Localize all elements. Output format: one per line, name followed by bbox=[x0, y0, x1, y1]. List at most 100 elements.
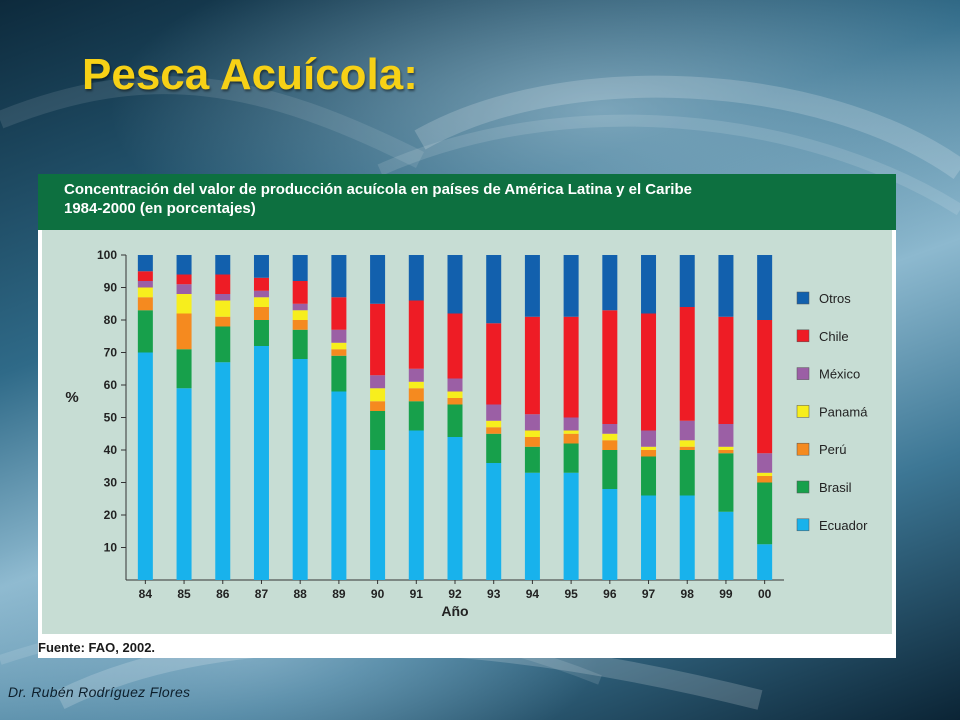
bar-segment-otros-93 bbox=[486, 255, 502, 324]
bar-segment-brasil-97 bbox=[641, 456, 657, 496]
bar-segment-chile-92 bbox=[447, 313, 463, 379]
bar-segment-chile-97 bbox=[641, 313, 657, 431]
x-tick-label: 84 bbox=[139, 587, 153, 601]
bar-segment-otros-87 bbox=[253, 255, 269, 278]
bar-segment-ecuador-92 bbox=[447, 437, 463, 580]
bar-segment-mexico-99 bbox=[718, 424, 734, 447]
stacked-bar-chart: 10 20 30 40 50 60 70 80 90 100% 84 85 86 87 88 89 90 91 92… bbox=[65, 248, 868, 619]
bar-segment-otros-96 bbox=[602, 255, 618, 311]
x-tick-label: 93 bbox=[487, 587, 501, 601]
legend-swatch bbox=[796, 480, 810, 494]
x-axis-label: Año bbox=[441, 603, 468, 619]
bar-segment-panama-88 bbox=[292, 310, 308, 320]
bar-segment-brasil-96 bbox=[602, 450, 618, 489]
bar-segment-ecuador-97 bbox=[641, 495, 657, 580]
bar-segment-peru-00 bbox=[757, 476, 773, 483]
bar-segment-mexico-95 bbox=[563, 417, 579, 431]
bar-segment-panama-95 bbox=[563, 430, 579, 434]
bar-segment-mexico-98 bbox=[679, 420, 695, 441]
y-tick-label: 30 bbox=[104, 476, 118, 490]
bar-segment-otros-85 bbox=[176, 255, 192, 275]
x-tick-label: 88 bbox=[293, 587, 307, 601]
y-tick-label: 40 bbox=[104, 443, 118, 457]
bar-segment-mexico-87 bbox=[253, 290, 269, 298]
bar-segment-mexico-96 bbox=[602, 424, 618, 434]
y-tick-label: 50 bbox=[104, 411, 118, 425]
bar-segment-chile-88 bbox=[292, 281, 308, 304]
bar-segment-otros-88 bbox=[292, 255, 308, 281]
y-tick-label: 90 bbox=[104, 281, 118, 295]
bar-segment-panama-99 bbox=[718, 446, 734, 450]
bar-segment-chile-99 bbox=[718, 316, 734, 424]
bar-segment-peru-85 bbox=[176, 313, 192, 350]
chart-title-line-1: Concentración del valor de producción ac… bbox=[64, 181, 692, 198]
bar-segment-panama-87 bbox=[253, 297, 269, 307]
bar-segment-otros-90 bbox=[370, 255, 386, 304]
bar-segment-ecuador-95 bbox=[563, 472, 579, 580]
bar-segment-panama-92 bbox=[447, 391, 463, 398]
slide-title: Pesca Acuícola: bbox=[82, 50, 418, 99]
bar-segment-otros-97 bbox=[641, 255, 657, 314]
bar-segment-otros-92 bbox=[447, 255, 463, 314]
bar-segment-otros-00 bbox=[757, 255, 773, 320]
x-tick-label: 98 bbox=[681, 587, 695, 601]
bar-segment-peru-89 bbox=[331, 349, 347, 356]
legend-label: Brasil bbox=[819, 480, 852, 495]
bar-segment-otros-86 bbox=[215, 255, 231, 275]
y-axis-label: % bbox=[65, 389, 78, 406]
bar-segment-peru-95 bbox=[563, 433, 579, 444]
x-tick-label: 85 bbox=[177, 587, 191, 601]
bar-segment-mexico-90 bbox=[370, 375, 386, 389]
bar-segment-peru-98 bbox=[679, 446, 695, 450]
bar-segment-chile-00 bbox=[757, 320, 773, 454]
chart-panel: Concentración del valor de producción ac… bbox=[38, 174, 896, 658]
bar-segment-brasil-99 bbox=[718, 453, 734, 512]
bar-segment-panama-90 bbox=[370, 388, 386, 402]
chart-area: 10 20 30 40 50 60 70 80 90 100% 84 85 86 87 88 89 90 91 92… bbox=[42, 230, 892, 634]
bar-segment-peru-91 bbox=[408, 388, 424, 402]
bar-segment-ecuador-00 bbox=[757, 544, 773, 580]
bar-segment-peru-87 bbox=[253, 307, 269, 320]
bar-segment-ecuador-91 bbox=[408, 430, 424, 580]
bar-segment-mexico-84 bbox=[137, 281, 153, 288]
bar-segment-mexico-91 bbox=[408, 368, 424, 382]
bar-segment-brasil-98 bbox=[679, 450, 695, 496]
bar-segment-mexico-89 bbox=[331, 329, 347, 343]
bar-segment-chile-91 bbox=[408, 300, 424, 369]
bar-segment-peru-84 bbox=[137, 297, 153, 311]
bar-segment-chile-94 bbox=[524, 316, 540, 415]
x-tick-label: 92 bbox=[448, 587, 462, 601]
bar-segment-ecuador-96 bbox=[602, 489, 618, 580]
y-tick-label: 100 bbox=[97, 248, 117, 262]
x-tick-label: 94 bbox=[526, 587, 540, 601]
x-tick-label: 97 bbox=[642, 587, 656, 601]
bar-segment-brasil-88 bbox=[292, 329, 308, 359]
x-tick-label: 86 bbox=[216, 587, 230, 601]
x-tick-label: 89 bbox=[332, 587, 346, 601]
bar-segment-mexico-88 bbox=[292, 303, 308, 311]
y-tick-label: 60 bbox=[104, 378, 118, 392]
bar-segment-chile-98 bbox=[679, 307, 695, 421]
x-tick-label: 87 bbox=[255, 587, 269, 601]
bar-segment-otros-95 bbox=[563, 255, 579, 317]
bar-segment-panama-94 bbox=[524, 430, 540, 437]
bar-segment-ecuador-99 bbox=[718, 511, 734, 580]
bar-segment-peru-96 bbox=[602, 440, 618, 450]
y-tick-label: 20 bbox=[104, 508, 118, 522]
bar-segment-peru-90 bbox=[370, 401, 386, 411]
bar-segment-peru-88 bbox=[292, 320, 308, 330]
legend-label: Chile bbox=[819, 329, 849, 344]
bar-segment-peru-93 bbox=[486, 427, 502, 434]
bar-segment-mexico-92 bbox=[447, 378, 463, 392]
bar-segment-panama-91 bbox=[408, 381, 424, 389]
legend-swatch bbox=[796, 518, 810, 532]
author-credit: Dr. Rubén Rodríguez Flores bbox=[8, 684, 191, 700]
bar-segment-otros-94 bbox=[524, 255, 540, 317]
bar-segment-panama-89 bbox=[331, 342, 347, 350]
bar-segment-peru-99 bbox=[718, 450, 734, 454]
bar-segment-ecuador-98 bbox=[679, 495, 695, 580]
bar-segment-panama-85 bbox=[176, 294, 192, 314]
bar-segment-otros-89 bbox=[331, 255, 347, 298]
legend-swatch bbox=[796, 291, 810, 305]
legend-swatch bbox=[796, 405, 810, 418]
